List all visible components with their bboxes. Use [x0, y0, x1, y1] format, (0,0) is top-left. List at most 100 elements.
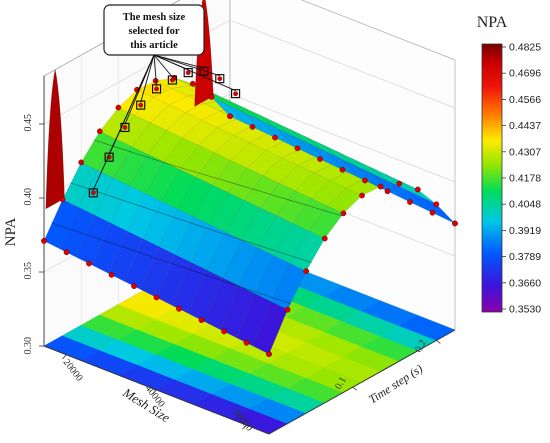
selected-point-marker — [217, 76, 223, 82]
marker-left-edge — [221, 328, 227, 335]
mesh-size-callout: The mesh size selected for this article — [103, 4, 205, 56]
mesh-tick-mark-0 — [62, 354, 67, 360]
marker-front-edge — [377, 183, 384, 190]
marker-front-edge — [321, 235, 328, 242]
callout-line-3: this article — [130, 40, 178, 51]
marker-front-edge — [340, 210, 347, 217]
surface-spikes — [45, 0, 214, 210]
marker-right-edge — [227, 113, 233, 120]
leader-line — [153, 54, 236, 92]
colorbar-tick-label-6: 0.4048 — [509, 199, 541, 211]
selected-point-marker — [90, 190, 96, 196]
data-point-markers — [41, 66, 458, 357]
time-axis-line — [268, 329, 456, 435]
marker-right-edge — [384, 188, 391, 195]
selected-point-box — [199, 66, 209, 76]
marker-right-edge — [429, 209, 436, 216]
surface-cell — [211, 96, 247, 125]
time-tick-mark-0 — [352, 386, 357, 391]
marker-right-edge — [407, 199, 413, 205]
z-tick-2: 0.40 — [23, 188, 34, 206]
marker-right-edge — [249, 124, 256, 130]
colorbar-bar — [481, 43, 503, 313]
marker-front-edge — [303, 268, 310, 274]
marker-left-edge — [131, 283, 137, 290]
z-axis-label: NPA — [3, 218, 19, 247]
colorbar-tick-label-0: 0.4825 — [509, 42, 541, 54]
time-tick-mark-1 — [436, 340, 441, 344]
colorbar-tick-label-8: 0.3789 — [509, 251, 541, 263]
selected-point-marker — [154, 86, 159, 92]
colorbar-tick-label-3: 0.4437 — [509, 120, 541, 132]
z-tick-1: 0.35 — [23, 262, 34, 280]
colorbar-ticks: 0.4825 0.4696 0.4566 0.4437 0.4307 0.4178 0.40… — [502, 42, 541, 316]
marker-left-edge — [63, 249, 70, 256]
colorbar-title: NPA — [477, 14, 508, 31]
marker-left-edge — [243, 339, 250, 346]
selected-point-marker — [138, 102, 144, 108]
callout-line-2: selected for — [128, 26, 179, 37]
mesh-tick-mark-2 — [242, 424, 247, 430]
surface-contour-1 — [70, 182, 312, 263]
spike-right — [194, 0, 214, 107]
marker-front-edge — [433, 201, 440, 208]
selected-point-box — [215, 74, 225, 84]
marker-back-edge — [115, 104, 122, 111]
marker-back-edge — [208, 94, 215, 100]
leader-line — [153, 54, 158, 86]
mesh-tick-mark-1 — [152, 389, 157, 395]
y-tick-0: 0.1 — [333, 375, 349, 391]
marker-back-edge — [59, 196, 66, 203]
z-tick-3: 0.45 — [23, 114, 34, 132]
marker-right-edge — [362, 177, 368, 184]
callout-leader-lines — [92, 54, 236, 191]
marker-left-edge — [86, 260, 92, 267]
spike-left — [45, 69, 65, 210]
marker-right-edge — [317, 156, 323, 162]
z-gridline-3 — [43, 19, 456, 125]
marker-back-edge — [189, 80, 196, 87]
selected-point-marker — [169, 77, 175, 83]
marker-left-edge — [198, 317, 205, 323]
leader-line — [108, 54, 155, 155]
marker-right-edge — [294, 145, 301, 152]
marker-right-edge — [452, 220, 458, 227]
x-tick-0: 20000 — [61, 357, 85, 383]
leader-line — [140, 54, 155, 103]
colorbar-tick-label-5: 0.4178 — [509, 173, 541, 185]
marker-right-edge — [339, 166, 346, 173]
marker-back-edge — [78, 159, 85, 166]
colorbar-tick-label-7: 0.3919 — [509, 225, 541, 237]
surface-contour-2 — [94, 139, 342, 217]
marker-left-edge — [153, 294, 160, 301]
marker-front-edge — [414, 186, 421, 193]
colorbar-tick-label-1: 0.4696 — [509, 68, 541, 80]
z-tick-0: 0.30 — [23, 337, 34, 355]
marker-left-edge — [108, 272, 115, 278]
selected-point-marker — [233, 91, 239, 97]
colorbar-tick-label-2: 0.4566 — [509, 94, 541, 106]
selected-point-marker — [122, 125, 128, 130]
callout-line-1: The mesh size — [123, 12, 186, 23]
marker-back-edge — [96, 128, 103, 135]
leader-line — [153, 54, 220, 77]
colorbar-tick-label-9: 0.3660 — [509, 277, 541, 289]
leader-line — [124, 54, 155, 125]
selected-point-box — [183, 68, 193, 78]
marker-left-edge — [176, 305, 182, 312]
colorbar: NPA 0.4825 0.4696 0.4566 0.4437 0.4307 0.4178… — [477, 14, 542, 316]
colorbar-tick-label-10: 0.3530 — [509, 304, 541, 316]
colorbar-tick-label-4: 0.4307 — [509, 146, 541, 158]
marker-left-edge — [41, 238, 47, 244]
selected-point-box — [231, 89, 241, 99]
marker-left-edge — [266, 351, 272, 357]
npa-surface — [43, 77, 456, 355]
marker-front-edge — [396, 180, 403, 187]
marker-front-edge — [284, 306, 291, 313]
leader-line — [153, 54, 173, 78]
selected-point-marker — [185, 70, 191, 76]
marker-right-edge — [272, 134, 278, 141]
selected-point-box — [167, 75, 177, 85]
marker-front-edge — [359, 192, 365, 199]
